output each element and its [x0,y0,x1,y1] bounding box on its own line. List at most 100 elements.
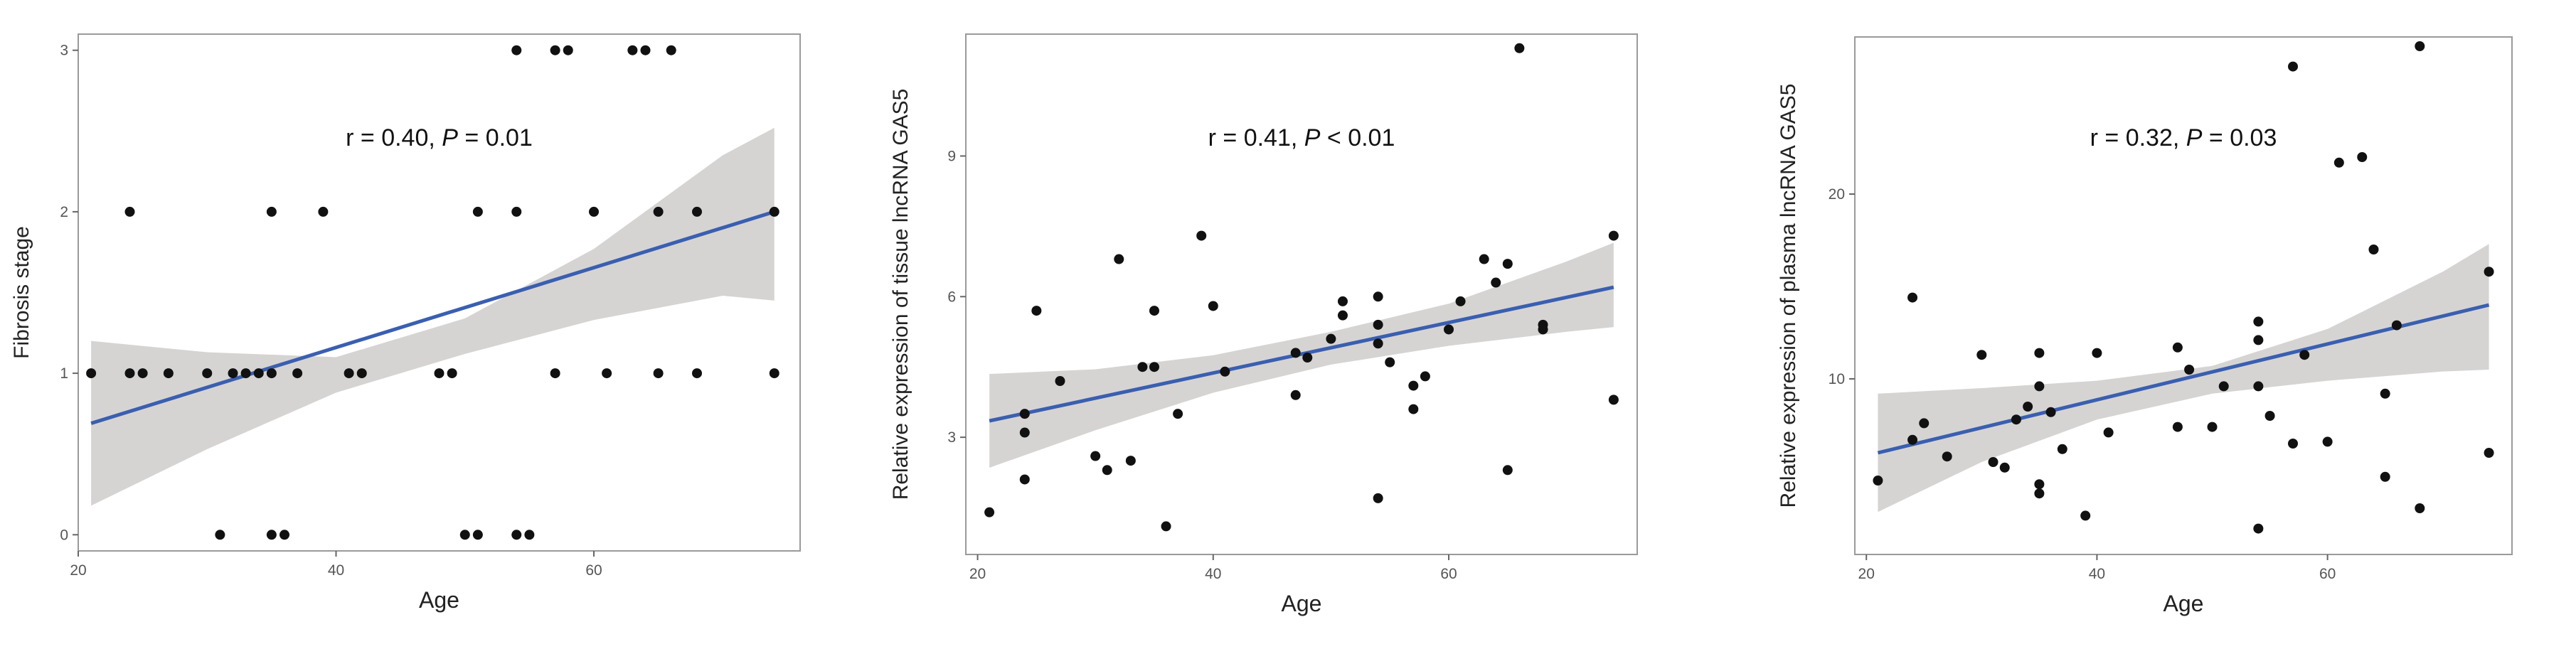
data-point [1907,292,1918,303]
data-point [1608,395,1619,405]
data-point [202,368,213,379]
data-point [666,45,676,55]
data-point [2184,365,2195,375]
data-point [2034,381,2045,392]
data-point [550,368,560,379]
data-point [692,368,702,379]
data-point [2299,350,2310,360]
data-point [511,530,522,540]
x-axis-label: Age [1282,591,1322,616]
data-point [1090,451,1101,461]
data-point [1337,296,1348,306]
data-point [2415,503,2425,513]
data-point [1408,380,1419,391]
data-point [2391,320,2402,331]
data-point [2034,488,2045,499]
data-point [1444,324,1454,335]
data-point [2023,402,2033,412]
data-point [2380,471,2390,482]
data-point [640,45,651,55]
data-point [2253,381,2264,392]
plot-border [1854,36,2513,555]
x-axis-label: Age [419,587,459,613]
data-point [653,368,664,379]
data-point [1373,319,1383,330]
data-point [215,530,225,540]
y-axis-label: Relative expression of tissue lncRNA GAS… [889,89,912,500]
data-point [434,368,445,379]
correlation-annotation: r = 0.41, P < 0.01 [1208,124,1395,151]
data-point [447,368,457,379]
data-point [1502,465,1513,476]
y-axis-label: Relative expression of plasma lncRNA GAS… [1777,84,1800,508]
y-tick-label: 1 [60,365,68,382]
chart-panel-tissue-gas5: 20 40 60 3 6 9 Age Relative expression of tissu… [861,0,1700,645]
data-point [2103,427,2114,438]
data-point [1019,474,1030,485]
x-tick-label: 60 [2319,566,2336,582]
data-point [266,368,277,379]
data-point [1408,404,1419,414]
data-point [1942,451,1952,462]
data-point [472,530,483,540]
data-point [511,206,522,217]
data-point [1514,43,1525,53]
data-point [2034,348,2045,358]
data-point [137,368,148,379]
data-point [1290,348,1301,358]
data-point [2172,422,2183,432]
data-point [2264,411,2275,421]
data-point [1873,476,1883,486]
y-tick-label: 0 [60,527,68,543]
data-point [602,368,612,379]
data-point [1608,230,1619,241]
data-point [1479,254,1489,264]
data-point [1220,366,1230,377]
data-point [2380,388,2390,399]
annotation-r: r = 0.32, [2090,124,2186,151]
chart-panel-fibrosis: 20 40 60 0 1 2 3 Age Fibrosis stage r = 0.40, P =… [0,0,839,645]
data-point [472,206,483,217]
data-point [124,206,135,217]
annotation-p-value: = 0.01 [458,124,533,151]
scatter-chart-fibrosis-stage: 20 40 60 0 1 2 3 Age Fibrosis stage r = 0.40, P =… [10,33,801,613]
data-point [459,530,470,540]
data-point [769,206,779,217]
x-tick-label: 40 [2089,566,2105,582]
correlation-annotation: r = 0.40, P = 0.01 [346,124,533,151]
data-point [253,368,264,379]
data-point [344,368,354,379]
annotation-p-value: = 0.03 [2202,124,2277,151]
data-point [1999,462,2010,473]
annotation-r: r = 0.40, [346,124,442,151]
data-point [124,368,135,379]
data-point [2484,448,2494,458]
data-point [2172,342,2183,353]
data-point [2253,316,2264,327]
data-point [1173,409,1183,419]
data-point [2333,157,2344,168]
x-tick-label: 60 [1440,566,1457,582]
data-point [1019,409,1030,419]
x-tick-label: 40 [1205,566,1221,582]
data-point [1302,353,1313,363]
data-point [2368,245,2379,254]
data-point [1420,371,1430,382]
annotation-p-symbol: P [2186,124,2203,151]
x-tick-label: 20 [1858,566,1875,582]
data-point [2207,422,2218,432]
data-point [1337,310,1348,321]
data-point [2253,523,2264,534]
y-tick-label: 9 [947,148,956,164]
plot-border [78,33,801,552]
data-point [2080,510,2091,521]
data-point [2288,439,2298,449]
data-point [2484,267,2494,277]
data-point [769,368,779,379]
data-point [1919,418,1930,429]
data-point [2288,61,2298,72]
data-point [266,206,277,217]
data-point [1373,338,1383,349]
x-tick-label: 20 [969,566,986,582]
data-point [1149,306,1159,316]
